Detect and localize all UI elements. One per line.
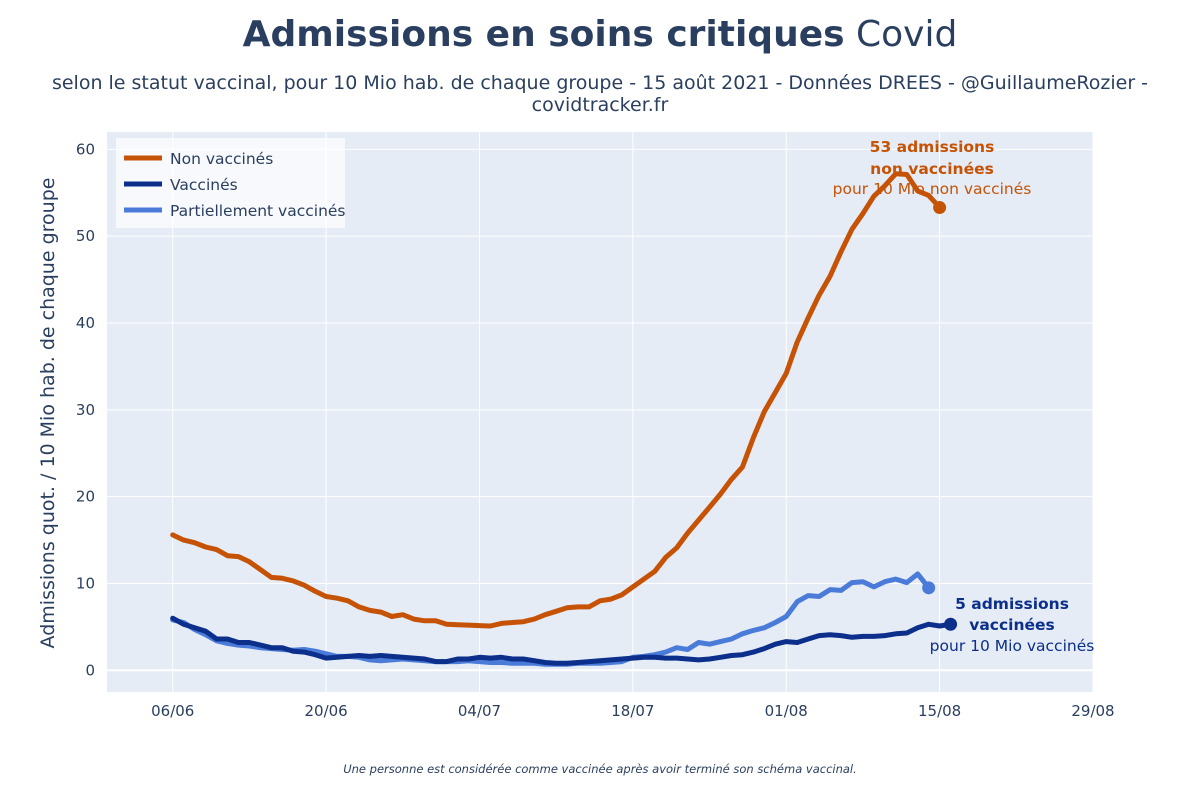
series-line-vaccines xyxy=(170,615,954,666)
x-tick-label: 04/07 xyxy=(458,702,501,720)
x-tick-label: 06/06 xyxy=(151,702,194,720)
legend[interactable]: Non vaccinés Vaccinés Partiellement vacc… xyxy=(116,138,346,228)
annotation-vaccines-line2: vaccinées xyxy=(969,616,1055,634)
series-end-marker-partiellement xyxy=(922,581,936,595)
annotation-non-vaccines-line2: non vaccinées xyxy=(870,160,994,178)
chart-title-bold: Admissions en soins critiques xyxy=(242,14,845,55)
footnote: Une personne est considérée comme vaccin… xyxy=(343,762,857,776)
annotations: 53 admissions non vaccinées pour 10 Mio … xyxy=(833,138,1095,655)
y-tick-label: 60 xyxy=(76,140,95,158)
chart-subtitle: selon le statut vaccinal, pour 10 Mio ha… xyxy=(51,72,1149,116)
annotation-vaccines-sub: pour 10 Mio vaccinés xyxy=(930,637,1095,655)
series-line-non-vaccines xyxy=(170,171,943,629)
x-tick-label: 15/08 xyxy=(918,702,961,720)
series-end-marker-vaccines xyxy=(944,617,958,631)
legend-label-vaccines: Vaccinés xyxy=(170,176,238,194)
chart-title: Admissions en soins critiques Covid xyxy=(0,14,1200,55)
y-tick-label: 0 xyxy=(85,661,95,679)
y-axis-label: Admissions quot. / 10 Mio hab. de chaque… xyxy=(37,178,59,649)
series-end-marker-non-vaccines xyxy=(933,201,947,215)
annotation-non-vaccines-sub: pour 10 Mio non vaccinés xyxy=(833,180,1032,198)
legend-item-vaccines[interactable]: Vaccinés xyxy=(124,176,238,194)
legend-item-partiellement[interactable]: Partiellement vaccinés xyxy=(124,202,346,220)
x-axis-ticks: 06/06 20/06 04/07 18/07 01/08 15/08 29/08 xyxy=(151,702,1115,720)
y-tick-label: 50 xyxy=(76,227,95,245)
y-tick-label: 40 xyxy=(76,314,95,332)
y-axis-ticks: 0 10 20 30 40 50 60 xyxy=(76,140,95,679)
x-tick-label: 01/08 xyxy=(765,702,808,720)
legend-label-non-vaccines: Non vaccinés xyxy=(170,150,273,168)
x-tick-label: 20/06 xyxy=(304,702,347,720)
x-tick-label: 29/08 xyxy=(1071,702,1114,720)
x-tick-label: 18/07 xyxy=(611,702,654,720)
y-tick-label: 10 xyxy=(76,574,95,592)
y-tick-label: 20 xyxy=(76,488,95,506)
annotation-vaccines-line1: 5 admissions xyxy=(955,595,1069,613)
annotation-non-vaccines-line1: 53 admissions xyxy=(870,138,995,156)
legend-item-non-vaccines[interactable]: Non vaccinés xyxy=(124,150,273,168)
legend-label-partiellement: Partiellement vaccinés xyxy=(170,202,346,220)
chart-title-rest: Covid xyxy=(856,14,958,55)
y-tick-label: 30 xyxy=(76,401,95,419)
line-chart: 06/06 20/06 04/07 18/07 01/08 15/08 29/08 0 10 2… xyxy=(37,132,1115,720)
y-gridlines xyxy=(107,148,1093,672)
series-layer xyxy=(170,171,958,667)
